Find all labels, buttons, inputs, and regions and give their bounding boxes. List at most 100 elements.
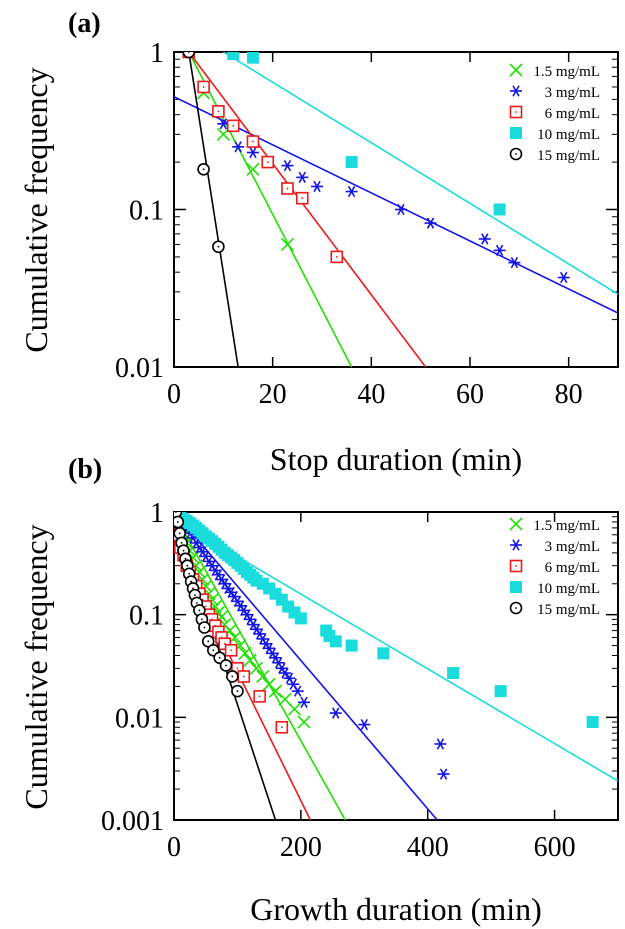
point-series-2: [197, 80, 210, 94]
legend-marker-4: [509, 147, 523, 161]
y-tick-label: 0.01: [115, 353, 164, 384]
point-series-2: [281, 182, 294, 195]
panel-b-frame: [173, 511, 619, 821]
point-series-3: [329, 635, 342, 648]
point-series-4: [231, 684, 244, 698]
legend-label-3: 10 mg/mL: [537, 127, 600, 143]
panel-b-label: (b): [68, 454, 102, 485]
panel-a-ticks: 0 20 40 60 80 0.01 0.1 1: [115, 38, 618, 410]
point-series-3: [345, 156, 358, 169]
legend-marker-1: [510, 539, 522, 551]
point-series-3: [447, 667, 460, 680]
point-series-2: [226, 119, 240, 133]
point-series-0: [256, 669, 270, 684]
legend-marker-3: [510, 127, 522, 139]
point-series-2: [261, 155, 275, 169]
x-tick-label: 200: [280, 832, 322, 863]
x-tick-label: 0: [167, 832, 181, 863]
point-series-3: [345, 639, 358, 652]
point-series-4: [182, 52, 196, 59]
point-series-1: [437, 768, 450, 780]
y-tick-label: 0.1: [129, 601, 164, 632]
point-series-4: [212, 240, 225, 254]
point-series-1: [281, 159, 294, 172]
x-tick-label: 60: [456, 379, 484, 410]
point-series-1: [424, 217, 437, 229]
legend-label-2: 6 mg/mL: [545, 560, 600, 576]
point-series-3: [586, 716, 599, 729]
point-series-0: [268, 684, 283, 698]
point-series-3: [377, 647, 390, 660]
panel-b-data-points: [174, 512, 599, 780]
legend-label-0: 1.5 mg/mL: [533, 518, 600, 534]
point-series-4: [219, 659, 233, 672]
point-series-3: [493, 203, 506, 216]
point-series-0: [243, 653, 257, 667]
x-tick-label: 0: [167, 379, 181, 410]
panel-a-fit-lines: [174, 52, 618, 367]
y-tick-label: 0.1: [129, 196, 164, 227]
x-tick-label: 400: [407, 832, 449, 863]
fit-line-4: [188, 52, 239, 367]
legend-label-3: 10 mg/mL: [537, 581, 600, 597]
point-series-4: [198, 621, 211, 634]
panel-a-ylabel: Cumulative frequency: [18, 67, 54, 352]
legend-label-4: 15 mg/mL: [537, 602, 600, 618]
legend-marker-1: [510, 85, 522, 97]
point-series-1: [287, 678, 300, 690]
point-series-1: [493, 244, 506, 257]
legend-marker-4: [509, 601, 523, 615]
fit-line-2: [188, 52, 427, 367]
panel-b-ylabel: Cumulative frequency: [18, 524, 54, 809]
point-series-1: [434, 738, 447, 750]
point-series-2: [212, 105, 225, 118]
x-tick-label: 600: [534, 832, 576, 863]
point-series-1: [358, 718, 371, 731]
point-series-4: [197, 162, 210, 176]
point-series-0: [280, 237, 295, 252]
point-series-4: [226, 670, 239, 683]
panel-b-legend: 1.5 mg/mL 3 mg/mL 6 mg/mL 10 mg/mL 15 mg/mL: [509, 517, 600, 618]
point-series-1: [557, 271, 570, 284]
point-series-1: [345, 185, 358, 198]
legend-marker-2: [509, 105, 523, 119]
y-tick-label: 1: [150, 498, 164, 529]
point-series-3: [494, 685, 507, 698]
point-series-2: [246, 135, 260, 148]
fit-line-0: [174, 513, 346, 820]
point-series-0: [297, 715, 311, 729]
legend-label-4: 15 mg/mL: [537, 148, 600, 164]
point-series-2: [330, 250, 344, 264]
panel-a-data-points: [182, 52, 570, 284]
legend-label-0: 1.5 mg/mL: [533, 64, 600, 80]
point-series-1: [394, 203, 407, 216]
point-series-0: [249, 661, 264, 675]
point-series-2: [295, 191, 309, 205]
point-series-1: [329, 707, 342, 719]
point-series-1: [296, 171, 309, 183]
point-series-1: [311, 180, 324, 193]
fit-line-1: [174, 96, 618, 314]
legend-marker-0: [509, 517, 523, 531]
point-series-1: [232, 141, 245, 153]
panel-a-label: (a): [68, 8, 101, 39]
point-series-0: [287, 702, 302, 716]
point-series-1: [246, 146, 259, 159]
point-series-1: [478, 233, 491, 245]
point-series-1: [298, 696, 311, 708]
fit-line-0: [188, 52, 353, 367]
point-series-4: [174, 512, 183, 519]
x-tick-label: 20: [259, 379, 287, 410]
panel-b: (b) 0 200 400 600 0.001 0.01 0.1 1 1.5 mg/mL 3 m…: [18, 454, 619, 927]
point-series-1: [508, 256, 521, 269]
y-tick-label: 0.001: [101, 806, 164, 837]
point-series-1: [291, 685, 304, 697]
legend-marker-3: [510, 581, 522, 593]
point-series-2: [275, 720, 289, 734]
panel-a-xlabel: Stop duration (min): [270, 441, 522, 477]
panel-a: (a) 0 20 40 60 80 0.01 0.1 1 1.5 mg/mL 3 mg/mL 6 …: [18, 8, 619, 477]
point-series-2: [224, 643, 238, 657]
panel-b-xlabel: Growth duration (min): [250, 891, 542, 927]
fit-line-1: [174, 512, 438, 820]
